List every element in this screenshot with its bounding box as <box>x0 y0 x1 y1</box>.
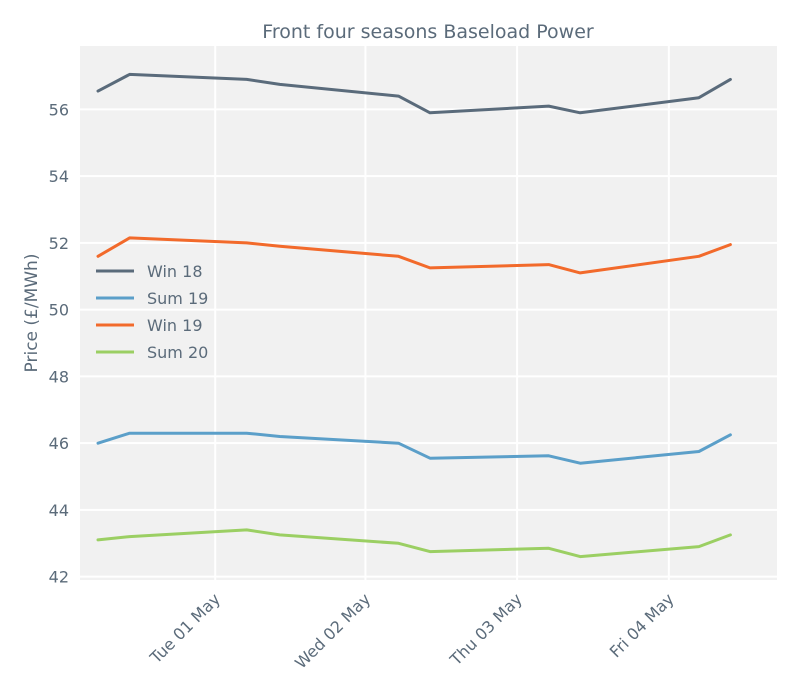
legend-label: Win 19 <box>147 316 203 335</box>
y-tick-label: 56 <box>49 100 69 119</box>
y-tick-label: 54 <box>49 167 69 186</box>
series-lines <box>96 72 732 559</box>
y-axis-ticks: 42 44 46 48 50 52 54 56 <box>49 100 69 586</box>
legend-label: Sum 20 <box>147 343 208 362</box>
series-line-win-18 <box>96 72 732 115</box>
y-tick-label: 44 <box>49 501 69 520</box>
plot-background <box>80 46 777 580</box>
x-tick-label: Thu 03 May <box>446 589 526 669</box>
legend: Win 18 Sum 19 Win 19 Sum 20 <box>96 262 208 362</box>
legend-label: Sum 19 <box>147 289 208 308</box>
series-line-win-19 <box>96 236 732 275</box>
y-tick-label: 50 <box>49 301 69 320</box>
series-line-sum-20 <box>96 528 732 559</box>
y-axis-label: Price (£/MWh) <box>22 254 42 373</box>
y-tick-label: 48 <box>49 367 69 386</box>
y-tick-label: 42 <box>49 568 69 587</box>
y-tick-label: 52 <box>49 234 69 253</box>
gridlines <box>80 46 777 580</box>
series-line-sum-19 <box>96 431 732 465</box>
x-tick-label: Wed 02 May <box>291 589 374 672</box>
y-tick-label: 46 <box>49 434 69 453</box>
chart-title: Front four seasons Baseload Power <box>262 21 594 43</box>
x-tick-label: Tue 01 May <box>146 589 224 667</box>
x-tick-label: Fri 04 May <box>606 589 678 661</box>
legend-label: Win 18 <box>147 262 203 281</box>
x-axis-ticks: Tue 01 May Wed 02 May Thu 03 May Fri 04 May <box>146 589 678 672</box>
